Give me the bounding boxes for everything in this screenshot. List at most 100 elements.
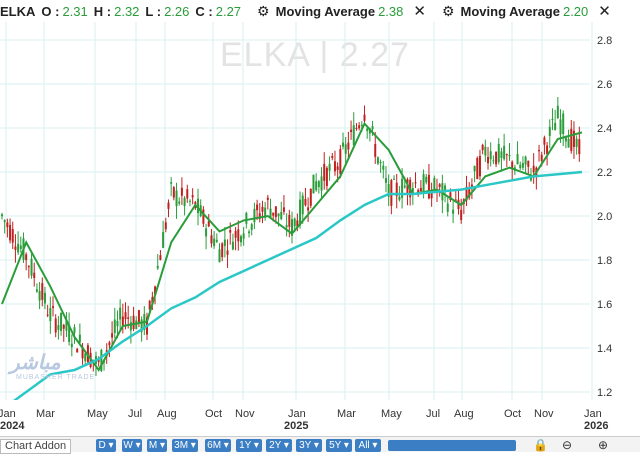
candle-body bbox=[414, 182, 417, 184]
candle-body bbox=[376, 157, 379, 164]
candle-body bbox=[226, 250, 229, 255]
close-value: 2.27 bbox=[215, 3, 242, 19]
y-tick-label: 2.2 bbox=[597, 167, 612, 179]
range-slider[interactable] bbox=[388, 440, 516, 451]
range-button-d[interactable]: D ▾ bbox=[96, 439, 116, 452]
ma2-label: Moving Average bbox=[460, 3, 560, 19]
candle-body bbox=[406, 179, 409, 195]
close-icon[interactable]: ✕ bbox=[413, 3, 426, 20]
zoom-in-icon[interactable]: ⊕ bbox=[598, 438, 609, 452]
y-tick-label: 1.4 bbox=[597, 343, 612, 355]
candle-body bbox=[521, 162, 524, 168]
y-tick-label: 1.8 bbox=[597, 255, 612, 267]
x-year-label: 2026 bbox=[584, 420, 609, 432]
candle-body bbox=[511, 161, 514, 170]
candle-body bbox=[360, 124, 363, 126]
candle-body bbox=[548, 126, 551, 136]
x-tick-label: Jul bbox=[128, 408, 143, 420]
candle-body bbox=[446, 203, 449, 212]
candle-body bbox=[57, 325, 60, 330]
candle-body bbox=[215, 239, 218, 242]
candle-body bbox=[492, 160, 495, 162]
ma1-value: 2.38 bbox=[378, 3, 404, 19]
candle-body bbox=[403, 185, 406, 188]
candle-body bbox=[344, 144, 347, 154]
candle-body bbox=[543, 137, 546, 145]
range-button-6m[interactable]: 6M ▾ bbox=[205, 439, 231, 452]
candle-body bbox=[307, 207, 310, 211]
range-button-5y[interactable]: 5Y ▾ bbox=[326, 439, 352, 452]
candle-body bbox=[234, 230, 237, 238]
candle-body bbox=[564, 137, 567, 142]
candle-body bbox=[546, 145, 549, 155]
y-tick-label: 2.0 bbox=[597, 211, 612, 223]
candle-body bbox=[524, 156, 527, 165]
gear-icon[interactable]: ⚙ bbox=[441, 2, 455, 19]
candle-body bbox=[419, 187, 422, 192]
candle-body bbox=[366, 128, 369, 132]
candle-body bbox=[9, 225, 12, 241]
x-tick-label: Oct bbox=[205, 408, 223, 420]
low-label: L : bbox=[145, 3, 162, 19]
range-button-m[interactable]: M ▾ bbox=[147, 439, 167, 452]
x-tick-label: Jan bbox=[0, 408, 16, 420]
lock-icon[interactable]: 🔒 bbox=[533, 438, 548, 452]
chart-toolbar: Chart Addon 🔒 ⊖ ⊕ D ▾ W ▾ M ▾ 3M ▾ 6M ▾ 1Y ▾ 2… bbox=[0, 436, 640, 454]
candle-body bbox=[315, 181, 318, 191]
logo-mark: مباشر bbox=[10, 352, 61, 374]
candle-body bbox=[100, 349, 103, 372]
candle-body bbox=[132, 315, 135, 330]
candle-body bbox=[248, 231, 251, 234]
close-label: C : bbox=[195, 3, 213, 19]
candle-body bbox=[578, 139, 581, 155]
range-button-3y[interactable]: 3Y ▾ bbox=[296, 439, 322, 452]
chart-addon-button[interactable]: Chart Addon bbox=[0, 439, 72, 454]
x-tick-label: Jul bbox=[426, 408, 441, 420]
range-button-3m[interactable]: 3M ▾ bbox=[172, 439, 198, 452]
candle-body bbox=[19, 245, 22, 249]
candle-body bbox=[148, 300, 151, 310]
candle-body bbox=[532, 165, 535, 173]
candle-body bbox=[317, 181, 320, 188]
candle-body bbox=[422, 174, 425, 194]
range-button-2y[interactable]: 2Y ▾ bbox=[266, 439, 292, 452]
candle-body bbox=[452, 209, 455, 214]
candle-body bbox=[25, 254, 28, 261]
candle-body bbox=[54, 318, 57, 333]
gear-icon[interactable]: ⚙ bbox=[257, 2, 270, 19]
range-button-1y[interactable]: 1Y ▾ bbox=[236, 439, 262, 452]
candle-body bbox=[444, 185, 447, 193]
candle-body bbox=[261, 206, 264, 212]
candle-body bbox=[285, 225, 288, 228]
candle-body bbox=[379, 162, 382, 164]
candle-body bbox=[374, 144, 377, 157]
zoom-out-icon[interactable]: ⊖ bbox=[562, 438, 573, 452]
candle-body bbox=[333, 161, 336, 172]
range-button-all[interactable]: All ▾ bbox=[355, 439, 381, 452]
candle-body bbox=[1, 214, 3, 217]
candle-body bbox=[516, 153, 519, 165]
range-button-w[interactable]: W ▾ bbox=[122, 439, 142, 452]
candle-body bbox=[438, 184, 441, 187]
candle-body bbox=[137, 310, 140, 322]
candle-body bbox=[282, 207, 285, 212]
candle-body bbox=[554, 122, 557, 131]
y-tick-label: 1.2 bbox=[597, 387, 612, 399]
candle-body bbox=[328, 163, 331, 171]
candle-body bbox=[320, 176, 323, 191]
candle-body bbox=[159, 255, 162, 260]
candle-body bbox=[325, 167, 328, 187]
candle-body bbox=[468, 187, 471, 198]
candle-body bbox=[119, 307, 122, 320]
candle-body bbox=[269, 208, 272, 218]
candle-body bbox=[567, 138, 570, 148]
candle-body bbox=[425, 176, 428, 183]
candle-body bbox=[382, 165, 385, 170]
candle-body bbox=[296, 220, 299, 229]
x-tick-label: Jan bbox=[288, 408, 306, 420]
candle-body bbox=[124, 312, 127, 320]
close-icon[interactable]: ✕ bbox=[598, 3, 611, 20]
candle-body bbox=[384, 178, 387, 183]
candle-body bbox=[105, 350, 108, 352]
price-chart[interactable]: 2.8 2.6 2.4 2.2 2.0 1.8 1.6 1.4 1.2 bbox=[0, 22, 640, 400]
